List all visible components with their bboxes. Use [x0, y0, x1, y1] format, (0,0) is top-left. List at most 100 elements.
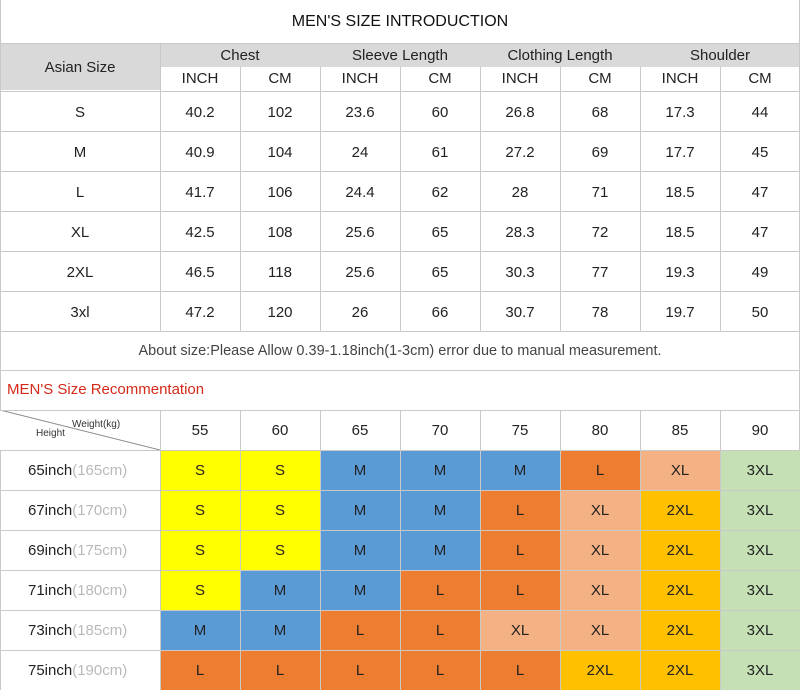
- height-inch: 69inch: [28, 541, 73, 559]
- measurement-cell: 28: [511, 183, 529, 201]
- grid-line: [240, 67, 241, 332]
- weight-column-header: 55: [191, 421, 209, 439]
- grid-line: [640, 410, 641, 690]
- recommended-size-cell: XL: [640, 450, 720, 490]
- measurement-cell: 50: [751, 303, 769, 321]
- weight-column-header: 80: [591, 421, 609, 439]
- asian-size-header: Asian Size: [0, 44, 160, 90]
- recommended-size-cell: L: [480, 570, 560, 610]
- measurement-cell: 30.7: [505, 303, 535, 321]
- recommended-size-cell: M: [320, 490, 400, 530]
- unit-label: CM: [400, 67, 480, 90]
- measurement-cell: 118: [268, 263, 292, 281]
- unit-label: INCH: [480, 67, 560, 90]
- size-row: XL 42.5 108 25.6 65 28.3 72 18.5 47: [0, 212, 800, 252]
- unit-label: CM: [240, 67, 320, 90]
- size-row: 2XL 46.5 118 25.6 65 30.3 77 19.3 49: [0, 252, 800, 292]
- unit-label: INCH: [160, 67, 240, 90]
- recommended-size-cell: L: [480, 530, 560, 570]
- grid-line: [0, 370, 800, 371]
- recommended-size-cell: 3XL: [720, 610, 800, 650]
- measurement-cell: 23.6: [345, 103, 375, 121]
- recommended-size-cell: 2XL: [640, 610, 720, 650]
- grid-line: [320, 410, 321, 690]
- measurement-cell: 108: [267, 223, 293, 241]
- measurement-cell: 47.2: [185, 303, 215, 321]
- height-row-header: 71inch (180cm): [0, 570, 160, 610]
- measurement-cell: 49: [751, 263, 769, 281]
- measurement-cell: 17.3: [665, 103, 695, 121]
- recommended-size-cell: L: [480, 490, 560, 530]
- recommended-size-cell: L: [400, 650, 480, 690]
- measurement-cell: 40.9: [185, 143, 215, 161]
- measurement-cell: 61: [431, 143, 449, 161]
- height-inch: 75inch: [28, 661, 73, 679]
- recommended-size-cell: S: [240, 450, 320, 490]
- measurement-cell: 40.2: [185, 103, 215, 121]
- size-row: S 40.2 102 23.6 60 26.8 68 17.3 44: [0, 92, 800, 132]
- measurement-cell: 106: [267, 183, 293, 201]
- shoulder-header: Shoulder: [640, 44, 800, 67]
- size-row: M 40.9 104 24 61 27.2 69 17.7 45: [0, 132, 800, 172]
- measurement-cell: 25.6: [345, 223, 375, 241]
- height-cm: (185cm): [72, 621, 128, 639]
- recommended-size-cell: S: [160, 570, 240, 610]
- measurement-cell: 62: [431, 183, 449, 201]
- measurement-cell: 26.8: [505, 103, 535, 121]
- recommended-size-cell: 2XL: [640, 490, 720, 530]
- grid-line: [160, 410, 161, 690]
- recommended-size-cell: 2XL: [640, 650, 720, 690]
- weight-column-header: 75: [511, 421, 529, 439]
- recommended-size-cell: S: [240, 530, 320, 570]
- recommended-size-cell: S: [160, 450, 240, 490]
- measurement-cell: 42.5: [185, 223, 215, 241]
- measurement-cell: 69: [591, 143, 609, 161]
- grid-line: [640, 67, 641, 332]
- measurement-cell: 71: [591, 183, 609, 201]
- measurement-cell: 17.7: [665, 143, 695, 161]
- grid-line: [560, 67, 561, 332]
- unit-label: CM: [720, 67, 800, 90]
- measurement-cell: 19.3: [665, 263, 695, 281]
- recommended-size-cell: M: [400, 490, 480, 530]
- recommended-size-cell: 3XL: [720, 490, 800, 530]
- recommended-size-cell: XL: [480, 610, 560, 650]
- weight-column-header: 85: [671, 421, 689, 439]
- measurement-cell: 25.6: [345, 263, 375, 281]
- recommended-size-cell: M: [400, 450, 480, 490]
- recommended-size-cell: 2XL: [640, 570, 720, 610]
- measurement-cell: 102: [267, 103, 293, 121]
- recommended-size-cell: XL: [560, 610, 640, 650]
- measurement-cell: 24.4: [345, 183, 375, 201]
- size-label: L: [75, 183, 85, 201]
- measurement-cell: 19.7: [665, 303, 695, 321]
- recommended-size-cell: S: [160, 530, 240, 570]
- recommended-size-cell: 3XL: [720, 530, 800, 570]
- recommended-size-cell: 3XL: [720, 650, 800, 690]
- grid-line: [720, 67, 721, 332]
- height-row-header: 75inch (190cm): [0, 650, 160, 690]
- measurement-cell: 27.2: [505, 143, 535, 161]
- recommended-size-cell: 3XL: [720, 570, 800, 610]
- weight-column-header: 60: [271, 421, 289, 439]
- weight-label: Weight(kg): [72, 419, 121, 430]
- measurement-cell: 47: [751, 183, 769, 201]
- size-label: S: [74, 103, 85, 121]
- measurement-cell: 78: [591, 303, 609, 321]
- measurement-cell: 66: [431, 303, 449, 321]
- measurement-cell: 18.5: [665, 223, 695, 241]
- measurement-cell: 72: [591, 223, 609, 241]
- height-cm: (165cm): [72, 461, 128, 479]
- size-row: L 41.7 106 24.4 62 28 71 18.5 47: [0, 172, 800, 212]
- recommended-size-cell: M: [320, 570, 400, 610]
- recommended-size-cell: XL: [560, 570, 640, 610]
- measurement-cell: 47: [751, 223, 769, 241]
- recommended-size-cell: M: [320, 530, 400, 570]
- recommended-size-cell: XL: [560, 530, 640, 570]
- grid-line: [240, 410, 241, 690]
- recommended-size-cell: M: [160, 610, 240, 650]
- height-row-header: 65inch (165cm): [0, 450, 160, 490]
- recommended-size-cell: 3XL: [720, 450, 800, 490]
- grid-line: [480, 410, 481, 690]
- weight-column-header: 70: [431, 421, 449, 439]
